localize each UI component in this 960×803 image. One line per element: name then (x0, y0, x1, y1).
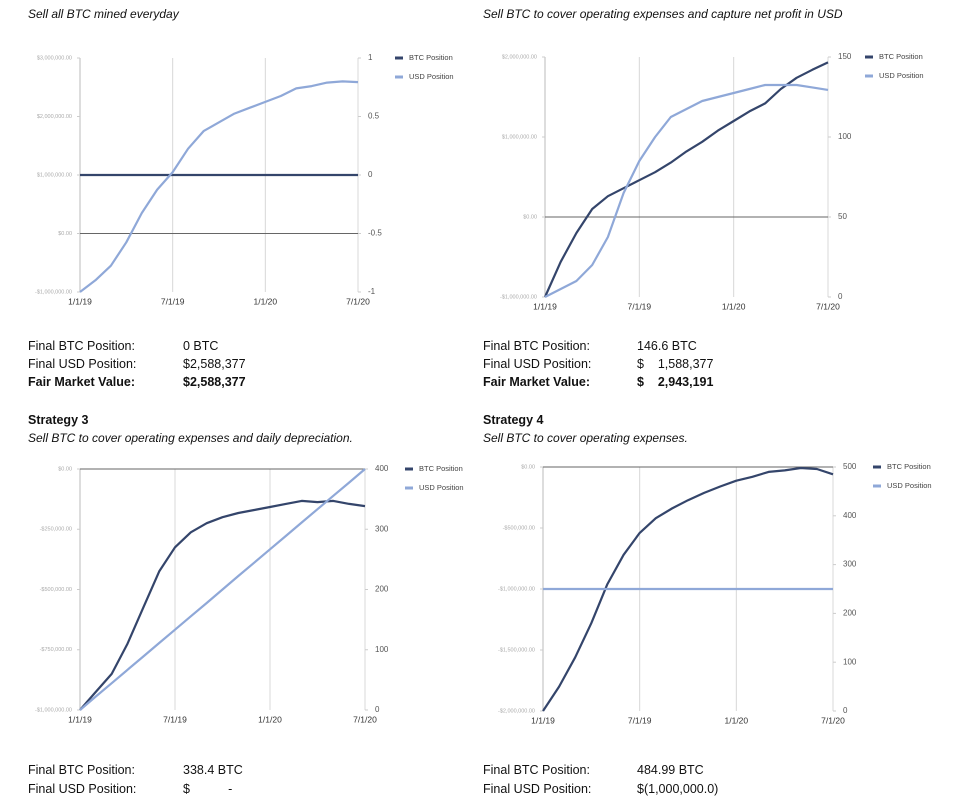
x-tick-label: 1/1/19 (533, 301, 557, 311)
x-tick-label: 7/1/20 (353, 714, 377, 724)
series-line (543, 61, 829, 298)
y-tick-label: -$1,000,000.00 (35, 707, 72, 713)
y2-tick-label: 300 (843, 560, 857, 569)
row-value: $2,588,377 (183, 357, 246, 371)
y2-tick-label: 150 (838, 52, 852, 61)
series-line (79, 499, 366, 711)
series-line (79, 80, 359, 293)
y2-tick-label: 1 (368, 53, 373, 62)
x-tick-label: 1/1/20 (258, 714, 282, 724)
y2-tick-label: 0 (368, 170, 373, 179)
y2-tick-label: -0.5 (368, 229, 382, 238)
y2-tick-label: 200 (375, 585, 389, 594)
y-tick-label: $2,000,000.00 (37, 114, 72, 120)
row-label: Final BTC Position: (28, 763, 135, 777)
y2-tick-label: 0 (843, 706, 848, 715)
x-tick-label: 1/1/19 (68, 296, 92, 306)
x-tick-label: 1/1/19 (68, 714, 92, 724)
x-tick-label: 7/1/19 (628, 301, 652, 311)
y2-tick-label: 0 (375, 705, 380, 714)
y2-tick-label: 500 (843, 462, 857, 471)
row-label: Final BTC Position: (28, 339, 135, 353)
x-tick-label: 7/1/20 (816, 301, 840, 311)
y-tick-label: $0.00 (58, 466, 72, 472)
row-label: Final USD Position: (483, 357, 592, 371)
row-label: Fair Market Value: (483, 375, 590, 389)
y2-tick-label: 50 (838, 212, 847, 221)
legend-label: BTC Position (887, 462, 931, 471)
row-label: Final BTC Position: (483, 339, 590, 353)
legend-label: USD Position (409, 72, 454, 81)
legend-label: BTC Position (409, 53, 453, 62)
y2-tick-label: -1 (368, 287, 376, 296)
row-value: $ 2,943,191 (637, 375, 714, 389)
section-title: Strategy 4 (483, 413, 544, 427)
section-subtitle: Sell BTC to cover operating expenses and… (483, 7, 843, 21)
y-tick-label: $0.00 (58, 231, 72, 237)
row-value: 338.4 BTC (183, 763, 243, 777)
y-tick-label: $0.00 (523, 214, 537, 220)
x-tick-label: 7/1/20 (821, 715, 845, 725)
row-label: Final BTC Position: (483, 763, 590, 777)
y-tick-label: -$1,000,000.00 (500, 294, 537, 300)
legend-label: BTC Position (879, 52, 923, 61)
y-tick-label: -$1,500,000.00 (498, 647, 535, 653)
y-tick-label: $3,000,000.00 (37, 55, 72, 61)
legend-label: USD Position (419, 483, 464, 492)
y2-tick-label: 0 (838, 292, 843, 301)
y-tick-label: -$250,000.00 (40, 527, 72, 533)
legend-label: USD Position (879, 71, 924, 80)
y2-tick-label: 400 (843, 511, 857, 520)
y2-tick-label: 100 (838, 132, 852, 141)
x-tick-label: 1/1/19 (531, 715, 555, 725)
section-subtitle: Sell all BTC mined everyday (28, 7, 179, 21)
row-label: Final USD Position: (28, 357, 137, 371)
row-value: 0 BTC (183, 339, 219, 353)
x-tick-label: 7/1/20 (346, 296, 370, 306)
series-line (544, 83, 829, 298)
row-value: $(1,000,000.0) (637, 782, 719, 796)
series-line (542, 466, 834, 712)
row-value: 484.99 BTC (637, 763, 704, 777)
row-value: $ - (183, 782, 233, 796)
y-tick-label: -$1,000,000.00 (498, 586, 535, 592)
y-tick-label: $1,000,000.00 (37, 172, 72, 178)
y-tick-label: $1,000,000.00 (502, 134, 537, 140)
row-value: $2,588,377 (183, 375, 246, 389)
section-subtitle: Sell BTC to cover operating expenses. (483, 431, 688, 445)
y-tick-label: $2,000,000.00 (502, 54, 537, 60)
x-tick-label: 1/1/20 (722, 301, 746, 311)
row-value: $ 1,588,377 (637, 357, 714, 371)
row-label: Final USD Position: (28, 782, 137, 796)
y2-tick-label: 200 (843, 609, 857, 618)
y2-tick-label: 100 (375, 645, 389, 654)
y2-tick-label: 100 (843, 657, 857, 666)
x-tick-label: 7/1/19 (161, 296, 185, 306)
x-tick-label: 7/1/19 (163, 714, 187, 724)
x-tick-label: 7/1/19 (628, 715, 652, 725)
series-line (79, 468, 366, 711)
section-subtitle: Sell BTC to cover operating expenses and… (28, 431, 353, 445)
y-tick-label: -$2,000,000.00 (498, 708, 535, 714)
row-label: Fair Market Value: (28, 375, 135, 389)
section-title: Strategy 3 (28, 413, 89, 427)
y-tick-label: -$1,000,000.00 (35, 289, 72, 295)
row-label: Final USD Position: (483, 782, 592, 796)
y2-tick-label: 0.5 (368, 112, 380, 121)
legend-label: BTC Position (419, 464, 463, 473)
y-tick-label: -$500,000.00 (40, 587, 72, 593)
row-value: 146.6 BTC (637, 339, 697, 353)
y2-tick-label: 400 (375, 464, 389, 473)
y-tick-label: $0.00 (521, 464, 535, 470)
x-tick-label: 1/1/20 (725, 715, 749, 725)
y-tick-label: -$750,000.00 (40, 647, 72, 653)
x-tick-label: 1/1/20 (254, 296, 278, 306)
y2-tick-label: 300 (375, 524, 389, 533)
legend-label: USD Position (887, 481, 932, 490)
y-tick-label: -$500,000.00 (503, 525, 535, 531)
